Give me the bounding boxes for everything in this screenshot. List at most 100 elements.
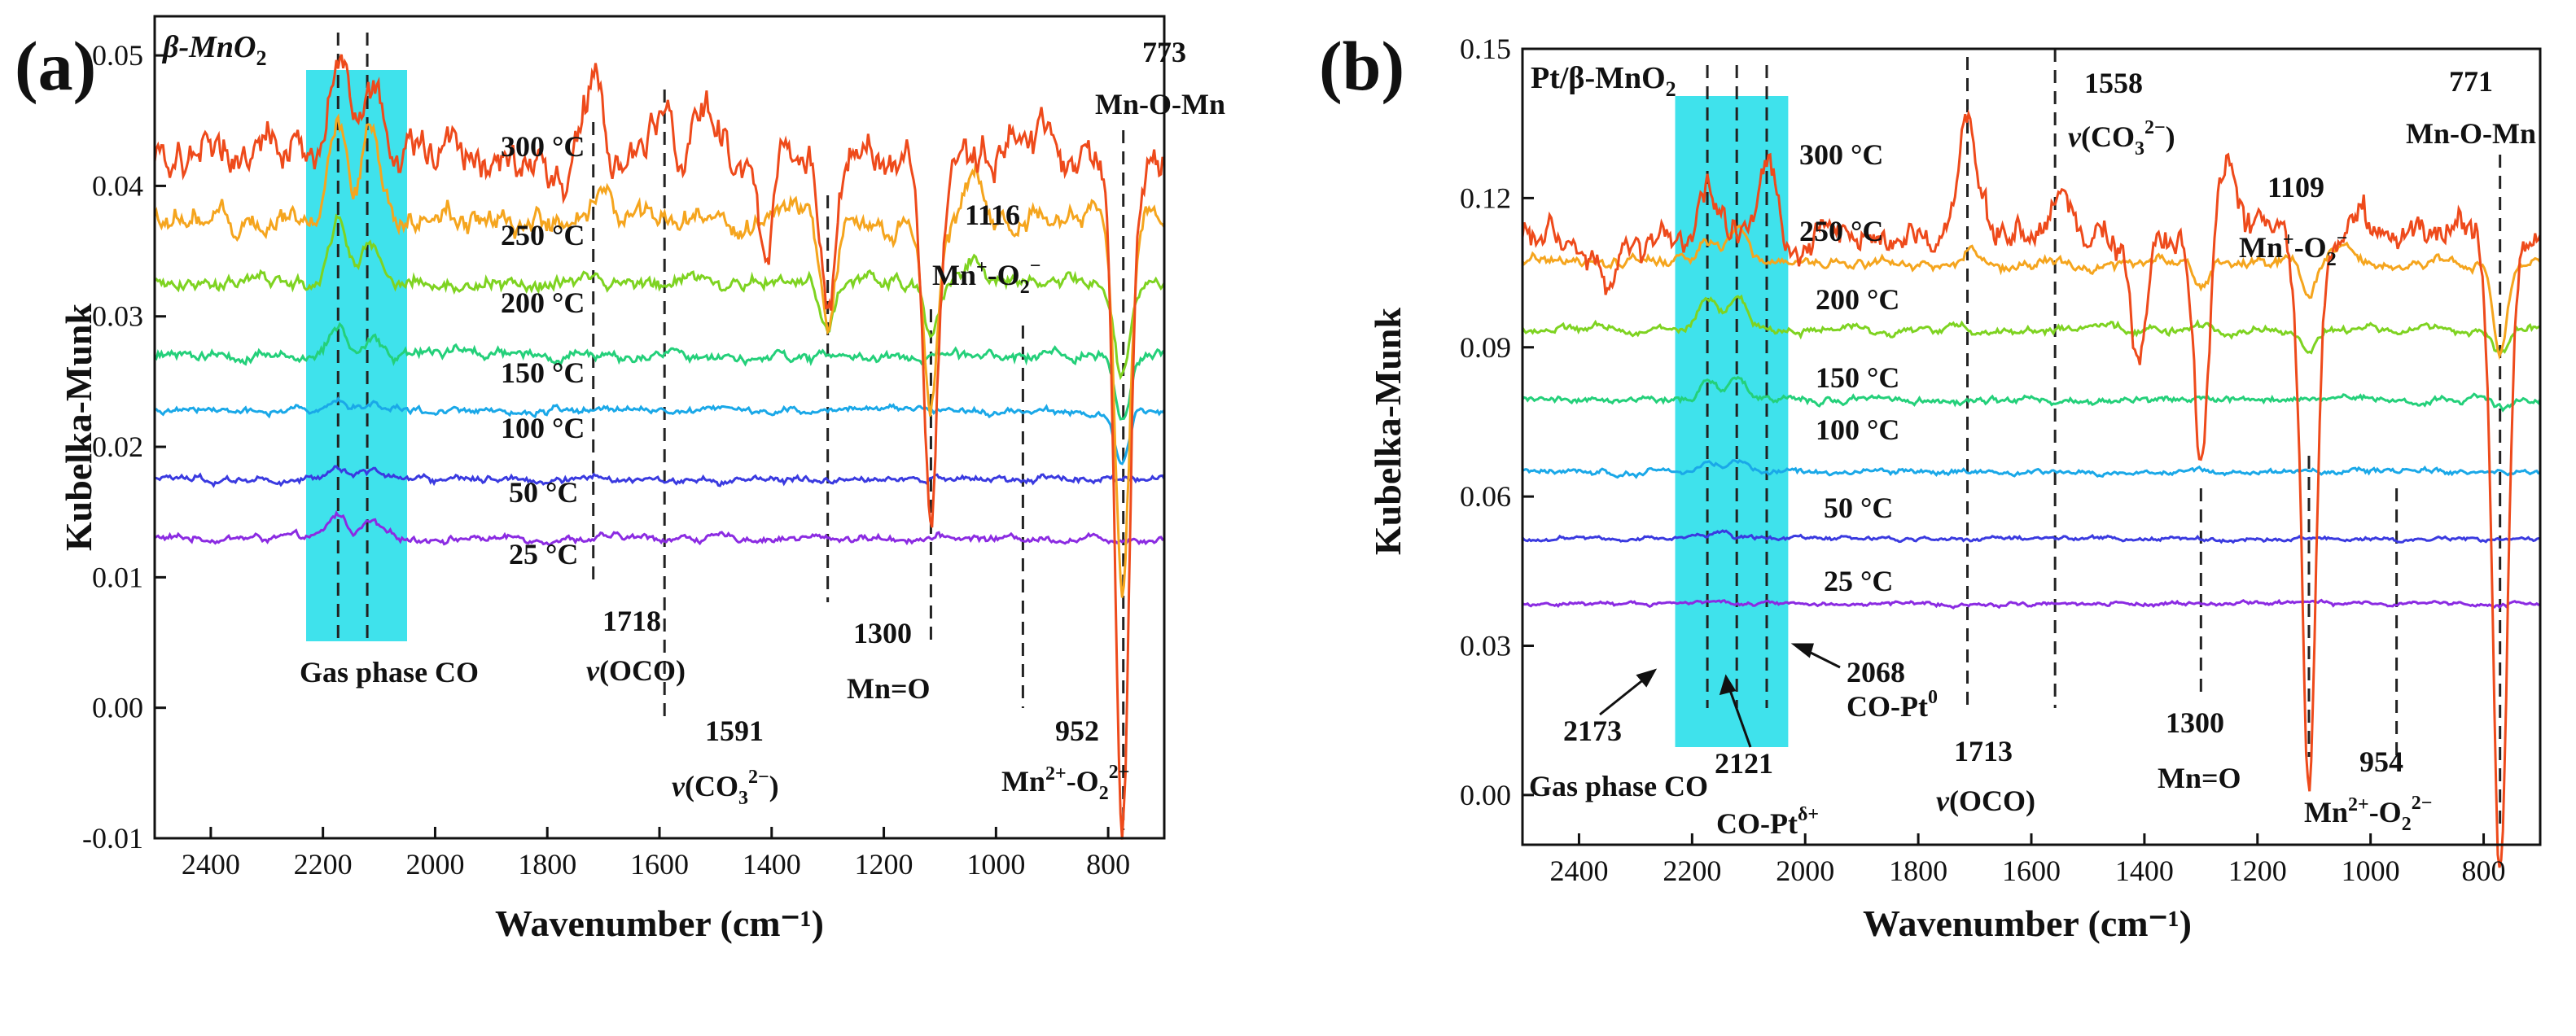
y-tick-label: -0.01 (82, 822, 143, 855)
y-tick-label: 0.03 (92, 300, 143, 333)
panel-label-b: (b) (1319, 27, 1404, 105)
annotation-1300-mode: Mn=O (2158, 762, 2241, 794)
y-axis-title: Kubelka-Munk (58, 303, 99, 551)
spectra-series (153, 54, 1166, 840)
series-line-100c (1522, 458, 2541, 479)
spectra-series (1521, 109, 2542, 868)
series-line-50c (1521, 529, 2541, 544)
annotation-1300-mode: Mn=O (847, 672, 931, 705)
arrow-2068-head (1790, 643, 1814, 658)
temp-label-50: 50 °C (509, 476, 578, 509)
temp-label-250: 250 °C (501, 219, 585, 251)
y-tick-label: 0.12 (1460, 181, 1511, 214)
series-line-300c (153, 54, 1166, 840)
annotation-954-mode: Mn2+-O22− (2304, 793, 2432, 835)
gas-phase-co-highlight-band (1675, 96, 1789, 747)
dashed-reference-lines (1706, 49, 2502, 830)
arrow-2173 (1599, 674, 1649, 716)
x-ticks: 2400 2200 2000 1800 1600 1400 1200 1000 800 (182, 827, 1130, 881)
annotation-2173-number: 2173 (1563, 715, 1622, 747)
x-tick-label: 2200 (1663, 855, 1721, 887)
x-tick-label: 2400 (182, 848, 240, 881)
y-ticks: -0.01 0.00 0.01 0.02 0.03 0.04 0.05 (82, 39, 166, 855)
series-line-25c (1522, 598, 2541, 610)
annotation-771-number: 771 (2449, 65, 2493, 98)
annotation-gas-phase-co: Gas phase CO (300, 656, 479, 688)
temp-label-100: 100 °C (1816, 413, 1899, 446)
x-axis-title: Wavenumber (cm⁻¹) (495, 903, 824, 944)
annotation-gas-phase-co: Gas phase CO (1529, 770, 1708, 802)
series-line-300c (1521, 109, 2542, 868)
x-tick-label: 1600 (2002, 855, 2061, 887)
temp-label-25: 25 °C (509, 538, 578, 570)
temp-label-200: 200 °C (501, 286, 585, 319)
y-tick-label: 0.00 (1460, 779, 1511, 811)
x-tick-label: 2400 (1549, 855, 1608, 887)
arrow-2121-head (1719, 674, 1737, 696)
x-tick-label: 1800 (1889, 855, 1947, 887)
series-line-150c (153, 321, 1165, 421)
x-tick-label: 1000 (966, 848, 1025, 881)
annotation-2121-number: 2121 (1715, 747, 1773, 780)
annotation-1558-number: 1558 (2084, 67, 2143, 99)
sample-label: β-MnO2 (161, 30, 266, 70)
temp-label-300: 300 °C (501, 130, 585, 163)
x-tick-label: 800 (1086, 848, 1130, 881)
annotation-952-mode: Mn2+-O22− (1001, 762, 1129, 804)
annotation-1109-mode: Mn+-O2− (2239, 228, 2347, 270)
x-tick-label: 2000 (405, 848, 464, 881)
series-line-250c (1521, 224, 2542, 361)
temp-label-300: 300 °C (1799, 138, 1883, 171)
y-ticks: 0.00 0.03 0.06 0.09 0.12 0.15 (1460, 33, 1534, 811)
panel-a: 2400 2200 2000 1800 1600 1400 1200 1000 800 -0.0… (15, 15, 1225, 944)
series-line-200c (154, 213, 1166, 381)
annotation-2068-mode: CO-Pt0 (1847, 687, 1938, 723)
annotation-952-number: 952 (1055, 715, 1099, 747)
y-tick-label: 0.01 (92, 561, 143, 593)
annotation-1300-number: 1300 (2166, 706, 2224, 739)
x-tick-label: 2200 (294, 848, 353, 881)
temp-label-100: 100 °C (501, 412, 585, 444)
x-tick-label: 1400 (743, 848, 801, 881)
series-line-150c (1521, 375, 2542, 413)
annotation-1591-mode: v(CO32−) (672, 767, 779, 809)
y-tick-label: 0.06 (1460, 480, 1511, 513)
annotation-1713-mode: v(OCO) (1936, 785, 2035, 817)
x-tick-label: 1200 (2228, 855, 2287, 887)
y-tick-label: 0.15 (1460, 33, 1511, 65)
temp-label-150: 150 °C (1816, 361, 1899, 394)
series-line-100c (154, 396, 1166, 466)
annotation-arrows (1599, 643, 1841, 748)
panel-label-a: (a) (15, 27, 96, 105)
annotation-2121-mode: CO-Ptδ+ (1716, 804, 1819, 840)
x-tick-label: 1800 (518, 848, 576, 881)
annotation-1116-mode: Mn+-O2− (932, 256, 1040, 298)
annotation-954-number: 954 (2359, 745, 2403, 778)
arrow-2173-head (1636, 668, 1658, 688)
series-line-25c (154, 509, 1164, 547)
series-line-250c (153, 113, 1166, 598)
annotation-1109-number: 1109 (2267, 171, 2324, 203)
annotation-1116-number: 1116 (965, 199, 1020, 231)
temp-label-200: 200 °C (1816, 283, 1899, 316)
y-axis-title: Kubelka-Munk (1367, 307, 1408, 555)
annotation-773-number: 773 (1142, 36, 1186, 68)
annotation-773-mode: Mn-O-Mn (1095, 88, 1225, 120)
temp-label-50: 50 °C (1824, 492, 1893, 524)
y-tick-label: 0.00 (92, 692, 143, 724)
sample-label: Pt/β-MnO2 (1531, 61, 1676, 101)
annotation-1718-mode: v(OCO) (586, 654, 686, 687)
x-tick-label: 1400 (2115, 855, 2174, 887)
series-line-200c (1521, 294, 2541, 357)
x-tick-label: 800 (2462, 855, 2506, 887)
annotation-1718-number: 1718 (602, 605, 661, 637)
x-ticks: 2400 2200 2000 1800 1600 1400 1200 1000 800 (1549, 833, 2506, 887)
annotation-1558-mode: v(CO32−) (2068, 117, 2175, 160)
panel-b: 2400 2200 2000 1800 1600 1400 1200 1000 800 0.00… (1319, 27, 2542, 944)
x-tick-label: 2000 (1776, 855, 1834, 887)
series-line-50c (154, 465, 1166, 488)
temp-label-150: 150 °C (501, 356, 585, 389)
x-axis-title: Wavenumber (cm⁻¹) (1863, 903, 2192, 944)
annotation-2068-number: 2068 (1847, 656, 1905, 688)
